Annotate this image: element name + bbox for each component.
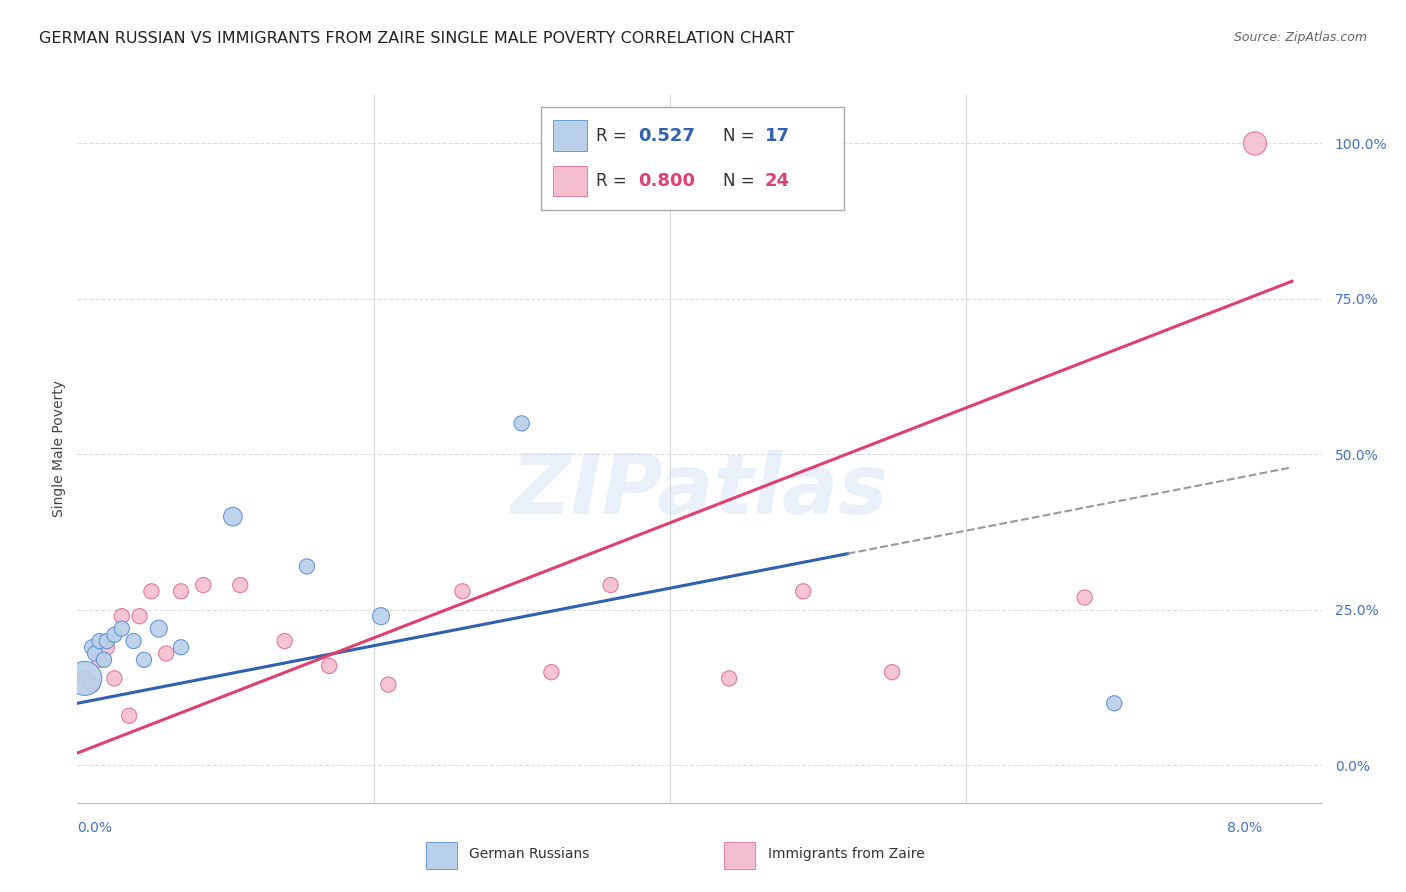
Text: R =: R = xyxy=(596,172,631,190)
Point xyxy=(377,678,399,692)
Point xyxy=(792,584,814,599)
Point xyxy=(599,578,621,592)
Point xyxy=(148,622,170,636)
Point xyxy=(880,665,903,680)
Point xyxy=(155,647,177,661)
Point xyxy=(295,559,318,574)
Bar xyxy=(724,842,755,869)
Point xyxy=(1104,696,1126,710)
Point xyxy=(222,509,245,524)
Point xyxy=(96,640,118,655)
Point xyxy=(451,584,474,599)
Text: 0.527: 0.527 xyxy=(638,127,695,145)
Point xyxy=(73,672,96,686)
Point xyxy=(96,634,118,648)
Point xyxy=(170,640,193,655)
Point xyxy=(89,634,111,648)
Point xyxy=(170,584,193,599)
Point xyxy=(370,609,392,624)
Text: 8.0%: 8.0% xyxy=(1227,822,1263,836)
Point xyxy=(103,672,125,686)
Text: 17: 17 xyxy=(765,127,790,145)
Point xyxy=(132,653,155,667)
Bar xyxy=(426,842,457,869)
Point xyxy=(73,672,96,686)
Point xyxy=(229,578,252,592)
Point xyxy=(1073,591,1095,605)
Point xyxy=(540,665,562,680)
Text: GERMAN RUSSIAN VS IMMIGRANTS FROM ZAIRE SINGLE MALE POVERTY CORRELATION CHART: GERMAN RUSSIAN VS IMMIGRANTS FROM ZAIRE … xyxy=(39,31,794,46)
Text: N =: N = xyxy=(723,172,759,190)
Point xyxy=(111,622,134,636)
Point xyxy=(128,609,150,624)
Text: R =: R = xyxy=(596,127,631,145)
Text: Source: ZipAtlas.com: Source: ZipAtlas.com xyxy=(1233,31,1367,45)
Text: German Russians: German Russians xyxy=(470,847,589,861)
Point xyxy=(318,659,340,673)
Point xyxy=(1244,136,1267,151)
Point xyxy=(141,584,163,599)
Point xyxy=(718,672,741,686)
Point xyxy=(111,609,134,624)
Point xyxy=(273,634,295,648)
Y-axis label: Single Male Poverty: Single Male Poverty xyxy=(52,380,66,516)
Text: 0.800: 0.800 xyxy=(638,172,695,190)
Point xyxy=(82,640,104,655)
Point xyxy=(103,628,125,642)
Point xyxy=(93,653,115,667)
Point xyxy=(122,634,145,648)
Text: N =: N = xyxy=(723,127,759,145)
Text: Immigrants from Zaire: Immigrants from Zaire xyxy=(768,847,925,861)
Point xyxy=(82,678,104,692)
Bar xyxy=(554,120,586,151)
Bar xyxy=(554,166,586,196)
FancyBboxPatch shape xyxy=(541,107,844,210)
Text: ZIPatlas: ZIPatlas xyxy=(510,450,889,532)
Point xyxy=(118,708,141,723)
Point xyxy=(193,578,215,592)
Point xyxy=(510,417,533,431)
Text: 24: 24 xyxy=(765,172,790,190)
Point xyxy=(84,647,107,661)
Text: 0.0%: 0.0% xyxy=(77,822,112,836)
Point xyxy=(89,653,111,667)
